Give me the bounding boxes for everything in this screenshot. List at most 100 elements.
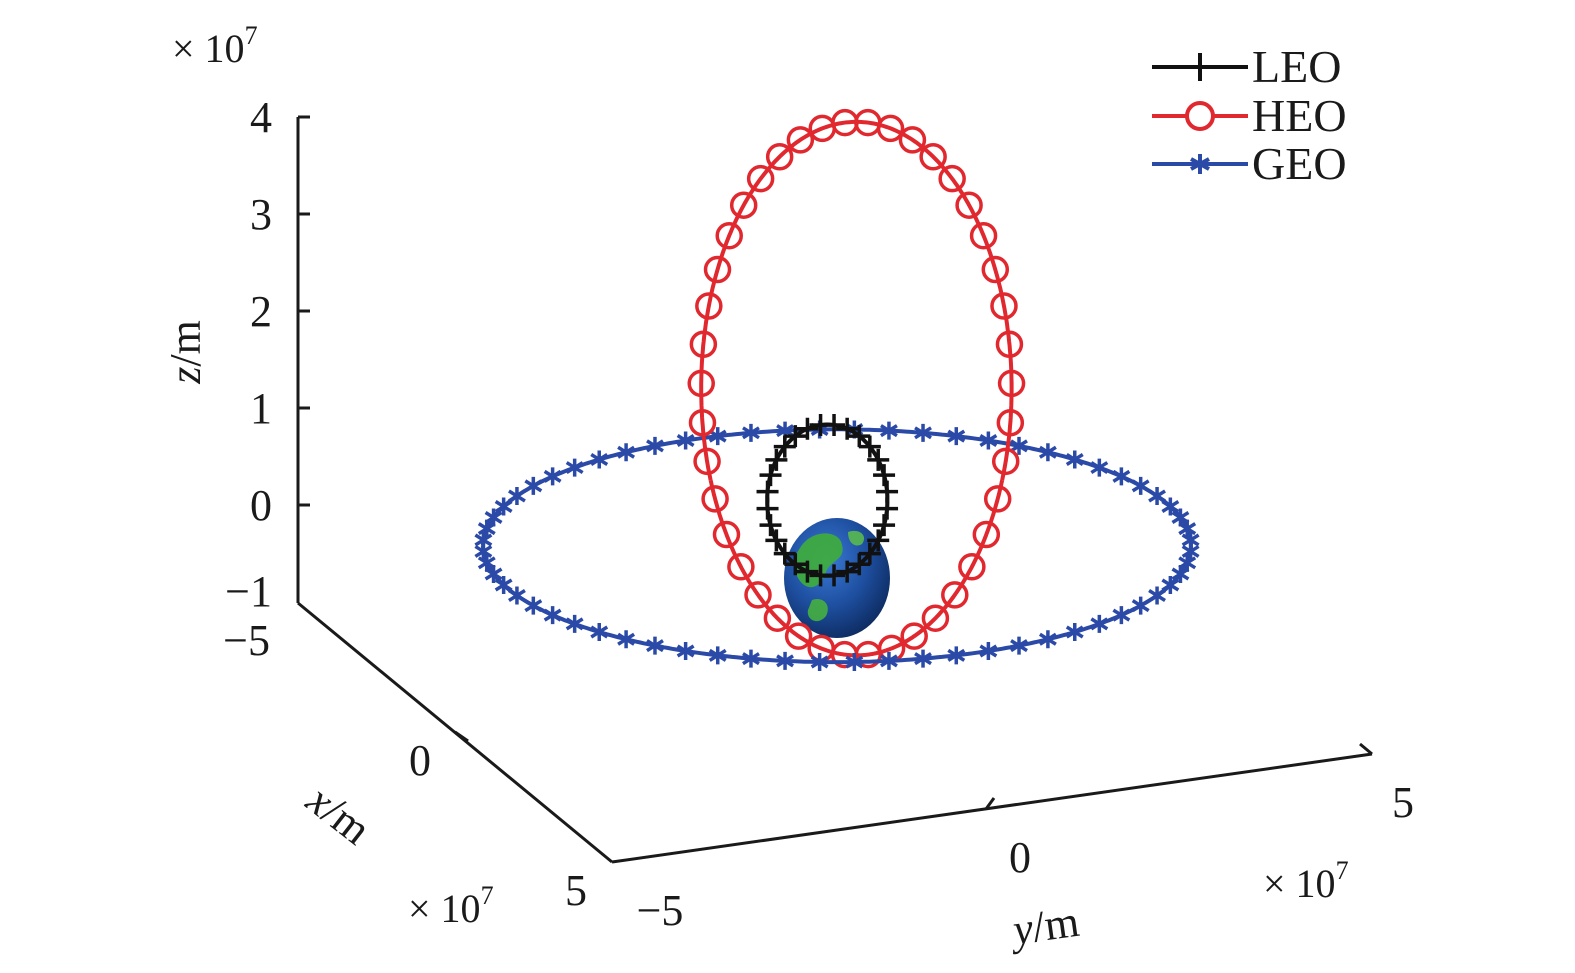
orbit-point-asterisk [646, 436, 664, 455]
orbit-point-asterisk [676, 641, 695, 660]
orbit-point-asterisk [1065, 622, 1084, 641]
orbit-point-plus [858, 435, 881, 458]
orbit-point-asterisk [979, 431, 998, 450]
orbit-point-plus [759, 464, 782, 487]
orbit-point-circle [765, 142, 794, 171]
earth [784, 518, 890, 638]
orbit-point-asterisk [565, 458, 584, 477]
orbit-point-circle [921, 604, 950, 632]
orbit-point-plus [784, 425, 807, 448]
legend-label-leo: LEO [1252, 41, 1341, 92]
orbit-point-plus [773, 435, 796, 458]
plot-area [474, 108, 1200, 671]
orbit-point-asterisk [845, 653, 864, 671]
orbit-point-plus [773, 542, 796, 565]
orbit-point-asterisk [1010, 436, 1028, 455]
z-exponent-label: × 107 [172, 21, 258, 71]
y-axis-label: y/m [1006, 897, 1082, 955]
orbit-point-asterisk [1148, 586, 1166, 605]
orbit-point-circle [715, 221, 743, 250]
orbit-point-plus [873, 514, 896, 537]
y-tick-label: −5 [637, 886, 684, 935]
x-tick-label: −5 [223, 616, 270, 665]
orbit-point-asterisk [590, 450, 609, 469]
orbit-point-asterisk [1090, 614, 1109, 633]
z-axis-label: z/m [161, 320, 210, 385]
legend-entry-heo: HEO [1152, 90, 1347, 141]
orbit-point-circle [900, 622, 928, 650]
orbit-point-plus [848, 425, 871, 448]
orbit-point-asterisk [508, 486, 526, 505]
orbit-point-circle [990, 292, 1018, 320]
leo-orbit [756, 413, 899, 587]
orbit-point-asterisk [1161, 575, 1180, 594]
z-tick-label: 3 [250, 190, 272, 239]
x-axis-label: x/m [297, 774, 380, 854]
orbit-point-circle [786, 126, 815, 154]
x-tick-label: 5 [565, 866, 587, 915]
orbit-point-asterisk [474, 542, 493, 561]
orbit-point-asterisk [543, 467, 562, 486]
orbit-point-asterisk [484, 565, 503, 584]
orbit-point-asterisk [494, 497, 513, 516]
x-exponent-label: × 107 [408, 881, 494, 931]
orbit-point-asterisk [708, 646, 727, 665]
earth-landmass [807, 598, 828, 622]
orbit-point-circle [687, 369, 715, 398]
orbit-point-asterisk [1131, 476, 1150, 495]
orbit-point-plus [784, 553, 807, 576]
orbit-point-plus [756, 497, 779, 520]
orbit-point-plus [823, 564, 846, 587]
orbit-point-circle [746, 164, 775, 193]
orbit-point-plus [765, 448, 788, 471]
orbit-point-plus [876, 497, 899, 520]
orbit-point-asterisk [1010, 636, 1028, 655]
orbit-point-circle [941, 581, 969, 609]
orbit-point-plus [848, 553, 871, 576]
orbit-point-circle [958, 553, 986, 581]
orbit-point-asterisk [1038, 443, 1057, 462]
orbit-point-asterisk [742, 649, 760, 668]
z-tick-labels: 4 3 2 1 0 −1 [225, 93, 272, 616]
orbit-point-circle [808, 114, 837, 143]
orbit-point-asterisk [776, 651, 794, 670]
orbit-point-circle [938, 164, 966, 193]
orbit-point-asterisk [947, 646, 966, 665]
orbit-point-plus [873, 464, 896, 487]
orbit-point-asterisk [708, 427, 727, 446]
z-tick-label: 2 [250, 287, 272, 336]
y-tick-label: 0 [1009, 833, 1031, 882]
x-tick-label: 0 [409, 736, 431, 785]
orbit-point-asterisk [1065, 450, 1084, 469]
legend-marker-asterisk-icon [1190, 154, 1210, 174]
orbit-point-asterisk [477, 519, 496, 538]
orbit-point-circle [969, 221, 998, 250]
y-tick-label: 5 [1392, 778, 1414, 827]
orbit-point-circle [996, 408, 1025, 437]
orbit-point-circle [995, 330, 1024, 358]
orbit-point-asterisk [676, 431, 695, 450]
legend-marker-circle-icon [1185, 101, 1215, 131]
orbit-point-circle [784, 622, 813, 650]
orbit-point-circle [727, 553, 755, 581]
orbit-point-asterisk [617, 443, 636, 462]
orbit-point-plus [796, 417, 819, 440]
orbit-point-circle [744, 581, 772, 609]
orbit-point-circle [981, 255, 1010, 284]
orbit-point-circle [898, 126, 927, 154]
geo-orbit-back [474, 420, 1200, 550]
orbit-point-asterisk [565, 614, 584, 633]
geo-orbit-front [474, 542, 1200, 671]
orbit-point-plus [796, 560, 819, 583]
orbit-point-asterisk [810, 653, 829, 671]
orbit-point-asterisk [1181, 542, 1200, 561]
heo-orbit-front [701, 479, 1012, 669]
orbit-point-asterisk [524, 596, 543, 615]
orbit-point-plus [836, 560, 859, 583]
orbit-point-asterisk [1131, 596, 1150, 615]
orbit-point-asterisk [617, 630, 636, 649]
orbit-point-plus [809, 413, 832, 436]
y-exponent-label: × 107 [1263, 856, 1349, 906]
orbit-point-plus [759, 514, 782, 537]
